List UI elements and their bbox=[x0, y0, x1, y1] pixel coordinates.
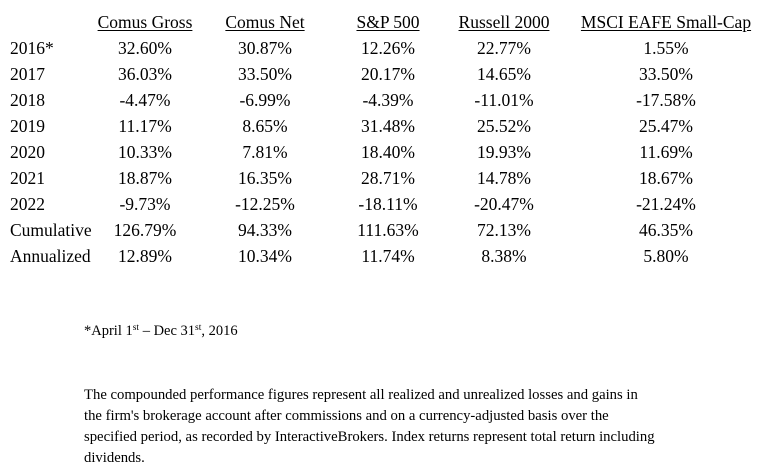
table-row-cumulative: Cumulative 126.79% 94.33% 111.63% 72.13%… bbox=[8, 217, 756, 243]
disclaimer-paragraph: The compounded performance figures repre… bbox=[84, 385, 655, 467]
column-header-label: MSCI EAFE Small-Cap bbox=[580, 11, 752, 32]
column-header-msci-eafe-small-cap: MSCI EAFE Small-Cap bbox=[562, 9, 756, 35]
table-cell: 11.74% bbox=[361, 245, 415, 266]
table-cell: 18.67% bbox=[639, 167, 693, 188]
table-cell: 18.87% bbox=[118, 167, 172, 188]
table-row-annualized: Annualized 12.89% 10.34% 11.74% 8.38% 5.… bbox=[8, 243, 756, 269]
table-header-row: Comus Gross Comus Net S&P 500 Russell 20… bbox=[8, 9, 756, 35]
table-cell: 12.26% bbox=[361, 37, 415, 58]
row-label: 2020 bbox=[10, 141, 45, 162]
table-cell: 19.93% bbox=[477, 141, 531, 162]
table-cell: 28.71% bbox=[361, 167, 415, 188]
table-cell: 25.47% bbox=[639, 115, 693, 136]
table-cell: 33.50% bbox=[238, 63, 292, 84]
column-header-label: Russell 2000 bbox=[458, 11, 550, 32]
table-cell: 12.89% bbox=[118, 245, 172, 266]
table-cell: -12.25% bbox=[235, 193, 295, 214]
row-label: 2017 bbox=[10, 63, 45, 84]
column-header-sp500: S&P 500 bbox=[330, 9, 446, 35]
table-cell: 20.17% bbox=[361, 63, 415, 84]
table-row-2022: 2022 -9.73% -12.25% -18.11% -20.47% -21.… bbox=[8, 191, 756, 217]
table-cell: -21.24% bbox=[636, 193, 696, 214]
table-cell: 14.65% bbox=[477, 63, 531, 84]
table-cell: 8.65% bbox=[242, 115, 288, 136]
column-header-russell-2000: Russell 2000 bbox=[446, 9, 562, 35]
footnote-text: – Dec 31 bbox=[139, 323, 196, 339]
table-cell: -11.01% bbox=[474, 89, 534, 110]
table-cell: -4.47% bbox=[119, 89, 171, 110]
disclaimer-line: The compounded performance figures repre… bbox=[84, 387, 638, 403]
date-range-footnote: *April 1st – Dec 31st, 2016 bbox=[84, 323, 238, 340]
row-label: 2016* bbox=[10, 37, 54, 58]
row-label: Cumulative bbox=[10, 219, 92, 240]
footnote-text: , 2016 bbox=[201, 323, 238, 339]
table-cell: 7.81% bbox=[242, 141, 288, 162]
table-cell: 111.63% bbox=[357, 219, 419, 240]
footnote-text: *April 1 bbox=[84, 323, 133, 339]
disclaimer-line: specified period, as recorded by Interac… bbox=[84, 429, 655, 445]
column-header-comus-net: Comus Net bbox=[200, 9, 330, 35]
table-cell: 94.33% bbox=[238, 219, 292, 240]
table-cell: 10.33% bbox=[118, 141, 172, 162]
row-label: Annualized bbox=[10, 245, 91, 266]
table-cell: 33.50% bbox=[639, 63, 693, 84]
column-header-label: Comus Net bbox=[225, 11, 305, 32]
table-cell: 8.38% bbox=[481, 245, 527, 266]
table-row-2016: 2016* 32.60% 30.87% 12.26% 22.77% 1.55% bbox=[8, 35, 756, 61]
table-row-2019: 2019 11.17% 8.65% 31.48% 25.52% 25.47% bbox=[8, 113, 756, 139]
table-cell: -6.99% bbox=[239, 89, 291, 110]
table-cell: -18.11% bbox=[358, 193, 418, 214]
table-cell: 36.03% bbox=[118, 63, 172, 84]
table-cell: 46.35% bbox=[639, 219, 693, 240]
column-header-label: Comus Gross bbox=[97, 11, 193, 32]
column-header-label: S&P 500 bbox=[356, 11, 420, 32]
table-row-2021: 2021 18.87% 16.35% 28.71% 14.78% 18.67% bbox=[8, 165, 756, 191]
table-cell: 11.17% bbox=[118, 115, 172, 136]
table-row-2017: 2017 36.03% 33.50% 20.17% 14.65% 33.50% bbox=[8, 61, 756, 87]
table-cell: -4.39% bbox=[362, 89, 414, 110]
table-cell: 1.55% bbox=[643, 37, 689, 58]
row-label: 2022 bbox=[10, 193, 45, 214]
table-cell: 72.13% bbox=[477, 219, 531, 240]
table-cell: 31.48% bbox=[361, 115, 415, 136]
row-label: 2021 bbox=[10, 167, 45, 188]
table-cell: 30.87% bbox=[238, 37, 292, 58]
table-row-2020: 2020 10.33% 7.81% 18.40% 19.93% 11.69% bbox=[8, 139, 756, 165]
table-cell: -17.58% bbox=[636, 89, 696, 110]
disclaimer-line: dividends. bbox=[84, 450, 145, 466]
row-label: 2018 bbox=[10, 89, 45, 110]
corner-cell bbox=[8, 9, 90, 35]
performance-table: Comus Gross Comus Net S&P 500 Russell 20… bbox=[8, 9, 756, 269]
table-cell: 32.60% bbox=[118, 37, 172, 58]
table-cell: -9.73% bbox=[119, 193, 171, 214]
table-row-2018: 2018 -4.47% -6.99% -4.39% -11.01% -17.58… bbox=[8, 87, 756, 113]
table-cell: 22.77% bbox=[477, 37, 531, 58]
table-cell: 10.34% bbox=[238, 245, 292, 266]
superscript-st: st bbox=[195, 323, 202, 333]
table-cell: 5.80% bbox=[643, 245, 689, 266]
table-cell: 11.69% bbox=[639, 141, 693, 162]
table-cell: 16.35% bbox=[238, 167, 292, 188]
superscript-st: st bbox=[132, 323, 140, 333]
table-cell: 18.40% bbox=[361, 141, 415, 162]
table-cell: 14.78% bbox=[477, 167, 531, 188]
row-label: 2019 bbox=[10, 115, 45, 136]
table-cell: 25.52% bbox=[477, 115, 531, 136]
table-cell: -20.47% bbox=[474, 193, 534, 214]
column-header-comus-gross: Comus Gross bbox=[90, 9, 200, 35]
table-cell: 126.79% bbox=[113, 219, 177, 240]
disclaimer-line: the firm's brokerage account after commi… bbox=[84, 408, 609, 424]
